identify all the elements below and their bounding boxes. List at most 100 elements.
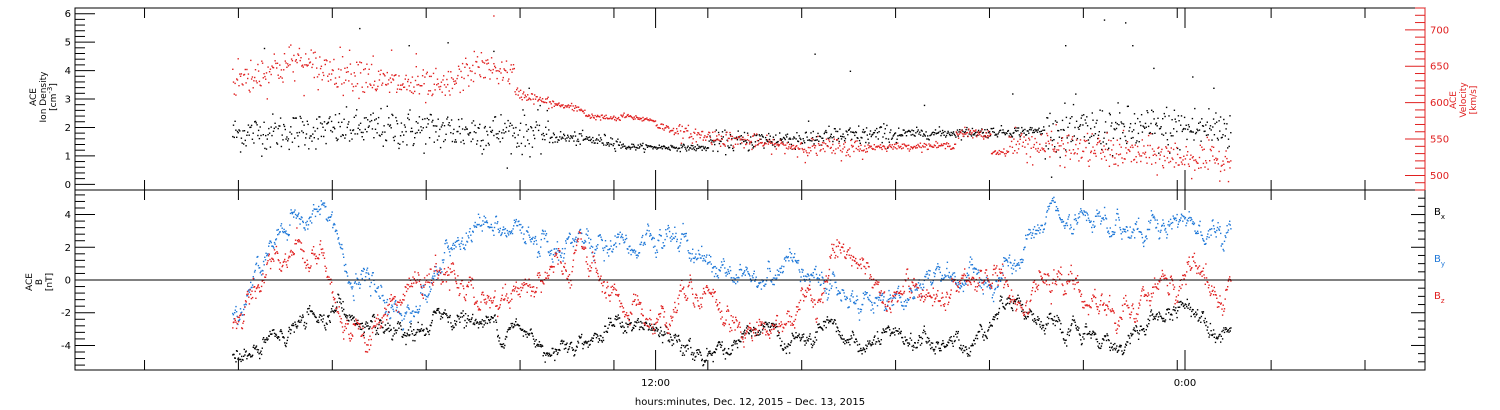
bx-point [396,329,398,332]
velocity-point [1084,140,1086,143]
velocity-point [947,143,950,145]
velocity-point [880,146,882,149]
bx-point [441,316,444,319]
by-point [781,265,783,267]
velocity-point [573,110,575,112]
density-point [450,132,452,134]
bx-point [839,335,841,337]
bx-point [461,316,464,318]
density-point [839,128,841,130]
density-point [1061,119,1064,122]
density-point [591,141,593,144]
velocity-point [407,78,410,81]
velocity-point [1071,136,1074,138]
velocity-point [1023,136,1025,138]
density-point [348,140,351,142]
bx-point [1005,304,1007,306]
density-point [539,104,541,107]
bx-point [651,329,653,331]
density-point [835,130,837,133]
bx-point [269,330,271,333]
velocity-point [251,76,254,78]
density-point [1152,111,1154,113]
density-point [1219,116,1222,118]
velocity-point [745,143,748,145]
velocity-point [238,85,240,87]
by-point [729,269,732,272]
density-point [841,135,843,138]
density-point [439,146,442,149]
velocity-point [785,147,788,149]
density-point [1095,122,1097,124]
bx-point [556,353,559,356]
density-point [718,142,721,145]
bx-point [847,339,849,341]
velocity-point [742,138,744,141]
by-point [522,238,525,240]
velocity-point [262,77,264,79]
bx-point [1180,300,1182,303]
velocity-point [396,88,399,90]
velocity-point [320,65,323,67]
velocity-point [711,143,713,146]
velocity-point [1162,165,1164,167]
velocity-point [349,63,352,65]
density-point [527,128,530,131]
velocity-point [754,145,756,148]
by-point [263,264,265,266]
by-point [704,259,706,261]
density-point [1103,137,1105,139]
by-point [482,220,484,222]
by-point [532,243,535,245]
velocity-point [749,141,752,144]
density-point [273,127,275,130]
density-point [562,137,564,139]
bx-point [712,360,714,363]
velocity-point [410,91,413,93]
by-point [760,281,762,284]
density-point [396,120,398,122]
velocity-point [310,49,312,51]
bx-point [1008,297,1010,299]
density-point [237,132,239,134]
density-point [486,130,488,133]
bx-point [446,314,448,317]
velocity-point [535,96,537,98]
density-point [1212,126,1214,128]
density-point [725,154,727,156]
velocity-point [370,84,372,86]
velocity-point [1093,152,1095,155]
velocity-point [687,130,689,132]
bx-point [907,345,909,347]
velocity-point [1191,157,1194,159]
bx-point [918,335,920,337]
velocity-point [704,135,706,137]
density-point [436,125,438,127]
density-point [879,126,882,128]
velocity-point [426,71,428,73]
velocity-point [618,119,621,121]
by-point [232,314,235,316]
bx-point [333,311,335,314]
by-point [355,273,357,275]
velocity-point [1205,162,1208,164]
bx-point [1059,328,1061,330]
density-point [465,126,467,128]
by-point [345,270,347,273]
bx-point [866,345,868,347]
bx-point [763,326,766,328]
by-point [289,224,291,226]
bx-point [1091,334,1093,336]
by-point [346,275,349,277]
density-point [311,140,313,142]
bx-point [736,343,738,345]
velocity-point [628,115,630,118]
by-point [319,208,322,210]
velocity-point [358,97,360,100]
bx-point [1203,320,1205,322]
by-point [407,307,410,309]
bx-point [871,341,873,344]
bx-point [293,331,295,333]
density-point [232,124,235,126]
velocity-point [383,73,385,76]
